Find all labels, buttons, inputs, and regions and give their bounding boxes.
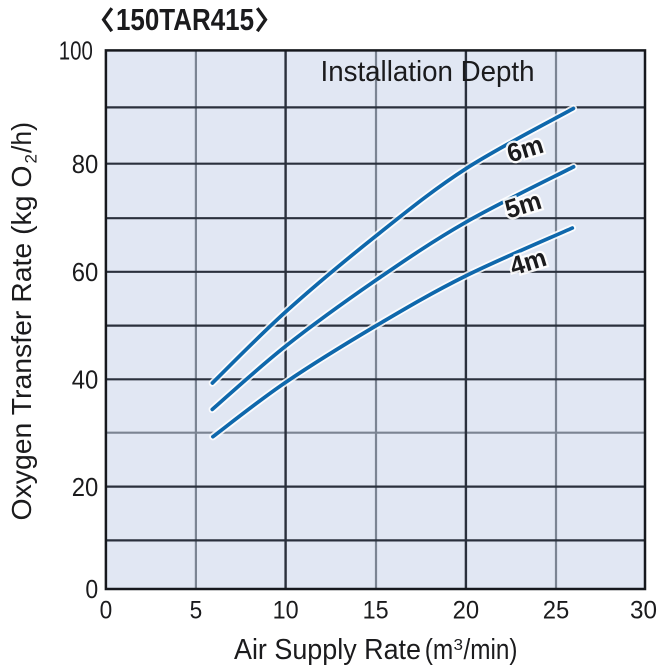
svg-text:/h): /h) — [6, 122, 37, 153]
svg-text:60: 60 — [72, 257, 99, 287]
svg-text:150TAR415: 150TAR415 — [116, 2, 254, 37]
svg-text:0: 0 — [100, 597, 113, 625]
svg-text:3: 3 — [454, 637, 464, 654]
svg-text:20: 20 — [72, 472, 99, 502]
svg-text:5: 5 — [190, 597, 203, 625]
svg-text:100: 100 — [59, 36, 93, 66]
svg-text:80: 80 — [72, 149, 99, 179]
svg-text:Installation Depth: Installation Depth — [321, 56, 535, 88]
svg-text:25: 25 — [543, 597, 570, 625]
svg-text:Air Supply Rate: Air Supply Rate — [234, 634, 421, 666]
svg-text:40: 40 — [72, 365, 99, 395]
svg-text:0: 0 — [85, 574, 98, 604]
svg-text:30: 30 — [630, 597, 657, 625]
svg-text:20: 20 — [453, 597, 480, 625]
svg-text:2: 2 — [22, 154, 41, 163]
svg-text:/min): /min) — [464, 634, 518, 666]
svg-text:15: 15 — [363, 597, 389, 625]
svg-text:(m: (m — [425, 634, 454, 666]
svg-text:10: 10 — [273, 597, 299, 625]
svg-text:Oxygen Transfer Rate (kg O: Oxygen Transfer Rate (kg O — [6, 166, 37, 521]
